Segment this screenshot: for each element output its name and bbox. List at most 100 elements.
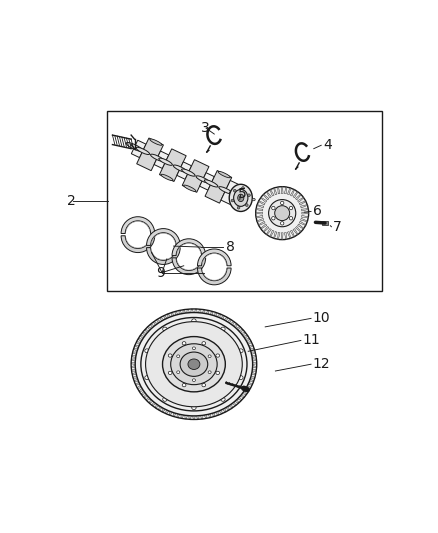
Circle shape [275, 206, 290, 221]
Polygon shape [131, 359, 135, 361]
Wedge shape [147, 229, 180, 245]
Polygon shape [223, 408, 226, 412]
Polygon shape [139, 389, 144, 392]
Ellipse shape [192, 319, 196, 322]
Polygon shape [166, 410, 169, 414]
Ellipse shape [161, 174, 173, 181]
Polygon shape [224, 317, 228, 321]
Ellipse shape [136, 147, 150, 155]
Polygon shape [237, 397, 242, 401]
Text: 10: 10 [313, 311, 330, 325]
Ellipse shape [202, 384, 206, 387]
Ellipse shape [216, 372, 219, 375]
Ellipse shape [162, 398, 167, 401]
Circle shape [245, 204, 248, 206]
Ellipse shape [150, 139, 162, 146]
Ellipse shape [219, 187, 233, 194]
Wedge shape [147, 248, 180, 264]
Polygon shape [252, 366, 257, 368]
Circle shape [247, 194, 251, 197]
Polygon shape [141, 391, 145, 395]
Polygon shape [131, 369, 136, 372]
Polygon shape [257, 205, 264, 208]
Polygon shape [246, 385, 251, 389]
Circle shape [272, 216, 275, 220]
Polygon shape [200, 173, 214, 190]
Text: 11: 11 [303, 334, 320, 348]
Polygon shape [230, 321, 234, 325]
Ellipse shape [131, 309, 257, 419]
Text: 7: 7 [333, 220, 342, 234]
Polygon shape [263, 227, 269, 232]
Polygon shape [162, 408, 166, 412]
Ellipse shape [192, 379, 195, 382]
Polygon shape [227, 319, 231, 323]
Polygon shape [215, 411, 219, 415]
Polygon shape [297, 197, 304, 203]
Circle shape [231, 199, 234, 202]
Ellipse shape [168, 372, 172, 375]
Ellipse shape [239, 376, 243, 379]
Polygon shape [245, 338, 250, 342]
Ellipse shape [182, 342, 186, 345]
Ellipse shape [230, 192, 247, 200]
Polygon shape [244, 335, 248, 338]
Polygon shape [236, 326, 240, 330]
Circle shape [280, 201, 284, 205]
Ellipse shape [196, 176, 210, 183]
Text: 4: 4 [323, 138, 332, 152]
Polygon shape [135, 345, 139, 348]
Polygon shape [158, 406, 162, 410]
Polygon shape [221, 181, 243, 206]
Polygon shape [183, 310, 186, 313]
Polygon shape [135, 382, 140, 385]
Polygon shape [252, 356, 256, 358]
Polygon shape [293, 229, 298, 235]
Polygon shape [191, 309, 194, 313]
Polygon shape [179, 310, 182, 314]
Polygon shape [177, 162, 191, 179]
Polygon shape [205, 171, 232, 203]
Polygon shape [242, 391, 247, 395]
Ellipse shape [126, 142, 143, 151]
Polygon shape [258, 201, 265, 205]
Polygon shape [134, 349, 138, 351]
Polygon shape [159, 149, 186, 182]
Polygon shape [278, 187, 280, 194]
Polygon shape [187, 309, 190, 313]
Bar [322, 221, 328, 225]
Polygon shape [147, 326, 152, 330]
Polygon shape [156, 319, 161, 323]
Polygon shape [210, 311, 213, 315]
Polygon shape [137, 385, 141, 389]
Wedge shape [121, 236, 155, 253]
Ellipse shape [177, 355, 180, 358]
Bar [107, 111, 382, 291]
Ellipse shape [238, 194, 244, 201]
Text: 3: 3 [201, 122, 209, 135]
Polygon shape [301, 215, 308, 217]
Ellipse shape [208, 355, 211, 358]
Polygon shape [299, 221, 306, 225]
Polygon shape [287, 231, 291, 238]
Polygon shape [221, 316, 224, 319]
Ellipse shape [239, 349, 243, 353]
Polygon shape [301, 208, 308, 211]
Polygon shape [160, 317, 164, 321]
Polygon shape [173, 413, 176, 417]
Text: 2: 2 [67, 194, 75, 208]
Ellipse shape [216, 354, 219, 357]
Ellipse shape [252, 198, 255, 201]
Polygon shape [299, 201, 306, 205]
Polygon shape [274, 231, 277, 238]
Polygon shape [253, 362, 257, 365]
Polygon shape [152, 402, 156, 406]
Ellipse shape [233, 189, 248, 206]
Polygon shape [297, 224, 304, 229]
Polygon shape [145, 329, 149, 333]
Circle shape [280, 222, 284, 225]
Polygon shape [131, 140, 146, 158]
Ellipse shape [218, 172, 230, 177]
Ellipse shape [162, 327, 167, 331]
Polygon shape [202, 310, 205, 313]
